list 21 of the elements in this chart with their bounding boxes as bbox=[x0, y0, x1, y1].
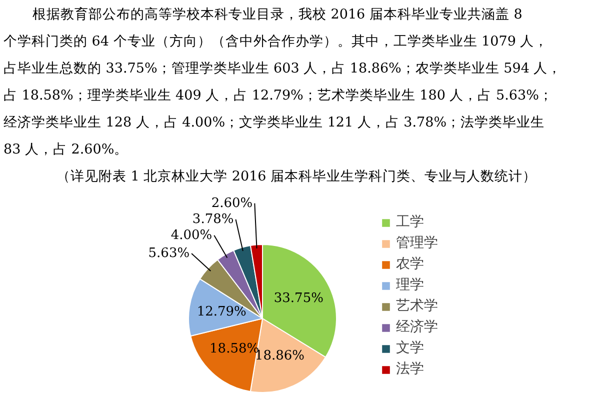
text: 占毕业生总数的 33.75%；管理学类毕业生 603 人，占 18.86%；农学类毕业生 594 人， bbox=[4, 60, 562, 76]
legend-label: 理学 bbox=[396, 276, 424, 294]
text: 根据教育部公布的高等学校本科专业目录，我校 2016 届本科毕业专业共涵盖 8 bbox=[32, 6, 522, 22]
data-label: 2.60% bbox=[211, 196, 253, 211]
text: 经济学类毕业生 128 人，占 4.00%；文学类毕业生 121 人，占 3.78%；法学类毕业生 bbox=[4, 114, 545, 130]
legend-label: 艺术学 bbox=[396, 297, 438, 315]
legend-label: 工学 bbox=[396, 213, 424, 231]
legend-label: 农学 bbox=[396, 255, 424, 273]
legend-label: 管理学 bbox=[396, 234, 438, 252]
data-label: 3.78% bbox=[192, 212, 234, 227]
text: 占 18.58%；理学类毕业生 409 人，占 12.79%；艺术学类毕业生 180 人，占 5.63%； bbox=[4, 88, 553, 104]
legend-label: 法学 bbox=[396, 360, 424, 378]
data-label: 4.00% bbox=[170, 228, 212, 243]
legend-label: 文学 bbox=[396, 339, 424, 357]
data-label: 5.63% bbox=[148, 246, 190, 262]
text: 83 人，占 2.60%。 bbox=[4, 142, 128, 158]
data-label: 12.79% bbox=[196, 304, 246, 320]
text: 个学科门类的 64 个专业（方向）（含中外合作办学）。其中，工学类毕业生 1079 人， bbox=[4, 34, 548, 50]
data-label: 33.75% bbox=[274, 290, 324, 306]
legend-label: 经济学 bbox=[396, 318, 438, 336]
text: （详见附表 1 北京林业大学 2016 届本科毕业生学科门类、专业与人数统计） bbox=[56, 168, 537, 184]
